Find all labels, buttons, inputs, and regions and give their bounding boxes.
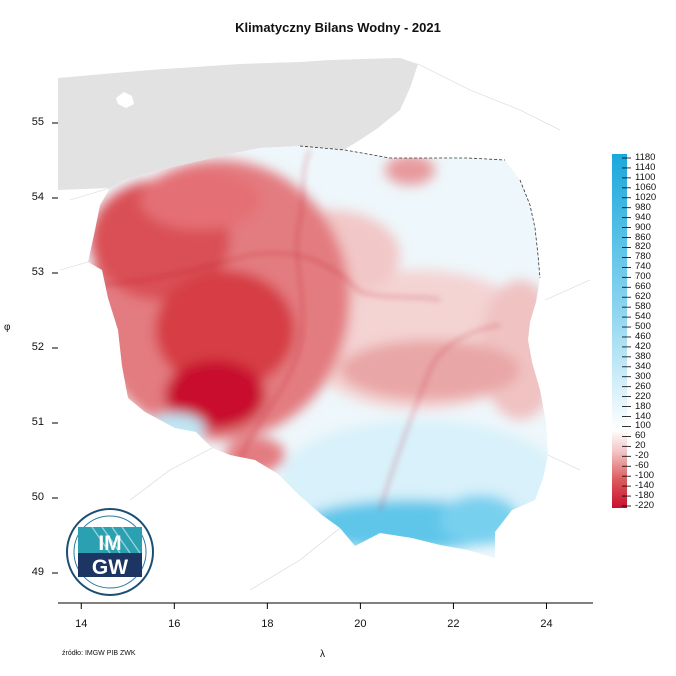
legend-label: -180 [635,490,655,502]
legend-label: 980 [635,201,651,213]
legend-label: 900 [635,221,651,233]
y-tick-label: 49 [31,566,44,578]
legend-label: 380 [635,350,651,362]
source-note: źródło: IMGW PIB ZWK [62,650,136,657]
legend-label: -20 [635,450,649,462]
legend-label: 260 [635,380,651,392]
legend-label: 660 [635,281,651,293]
legend-label: 860 [635,231,651,243]
legend-label: 940 [635,211,651,223]
legend-label: 1020 [635,191,657,203]
legend-label: 220 [635,390,651,402]
legend-label: -140 [635,480,655,492]
legend-label: 620 [635,291,651,303]
legend-label: 140 [635,410,651,422]
legend-label: -60 [635,460,649,472]
logo-text-top: IM [98,532,121,555]
imgw-logo: IM GW [66,508,154,596]
map-title: Klimatyczny Bilans Wodny - 2021 [235,20,441,35]
x-tick-label: 16 [168,618,181,630]
y-tick-label: 50 [31,491,44,503]
legend-label: 60 [635,430,646,442]
legend-label: 780 [635,251,651,263]
legend-label: 180 [635,400,651,412]
legend-label: 300 [635,370,651,382]
x-tick-label: 24 [540,618,553,630]
y-tick-label: 54 [31,191,44,203]
legend-label: 1100 [635,171,656,183]
y-tick-label: 53 [31,266,44,278]
legend-label: -220 [635,500,655,511]
y-tick-label: 51 [31,416,44,428]
x-axis-title: λ [320,649,325,660]
legend-label: 1140 [635,161,656,173]
legend-label: 1060 [635,181,657,193]
legend-label: 340 [635,360,651,372]
y-axis-title: φ [4,322,11,333]
legend-label: 580 [635,301,651,313]
legend-label: 1180 [635,152,656,163]
x-tick-label: 22 [447,618,460,630]
legend [612,154,631,508]
logo-text-bottom: GW [92,556,128,579]
neighbor-land [58,58,418,190]
legend-label: 820 [635,241,651,253]
legend-colorbar [612,154,627,508]
x-tick-label: 18 [261,618,274,630]
y-tick-label: 55 [31,116,44,128]
legend-label: 740 [635,261,651,273]
legend-label: 100 [635,420,651,432]
y-tick-label: 52 [31,341,44,353]
legend-label: 540 [635,311,651,323]
legend-label: 460 [635,330,651,342]
x-tick-label: 20 [354,618,367,630]
x-tick-label: 14 [75,618,88,630]
legend-label: 500 [635,321,651,333]
legend-label: 700 [635,271,651,283]
legend-label: 420 [635,340,651,352]
legend-label: 20 [635,440,646,452]
island-lake [116,92,134,108]
legend-label: -100 [635,470,655,482]
